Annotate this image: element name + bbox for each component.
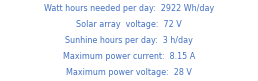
Text: Sunhine hours per day:  3 h/day: Sunhine hours per day: 3 h/day <box>65 36 193 45</box>
Text: Watt hours needed per day:  2922 Wh/day: Watt hours needed per day: 2922 Wh/day <box>44 4 214 13</box>
Text: Maximum power current:  8.15 A: Maximum power current: 8.15 A <box>63 52 195 61</box>
Text: Solar array  voltage:  72 V: Solar array voltage: 72 V <box>76 20 182 29</box>
Text: Maximum power voltage:  28 V: Maximum power voltage: 28 V <box>66 68 192 77</box>
